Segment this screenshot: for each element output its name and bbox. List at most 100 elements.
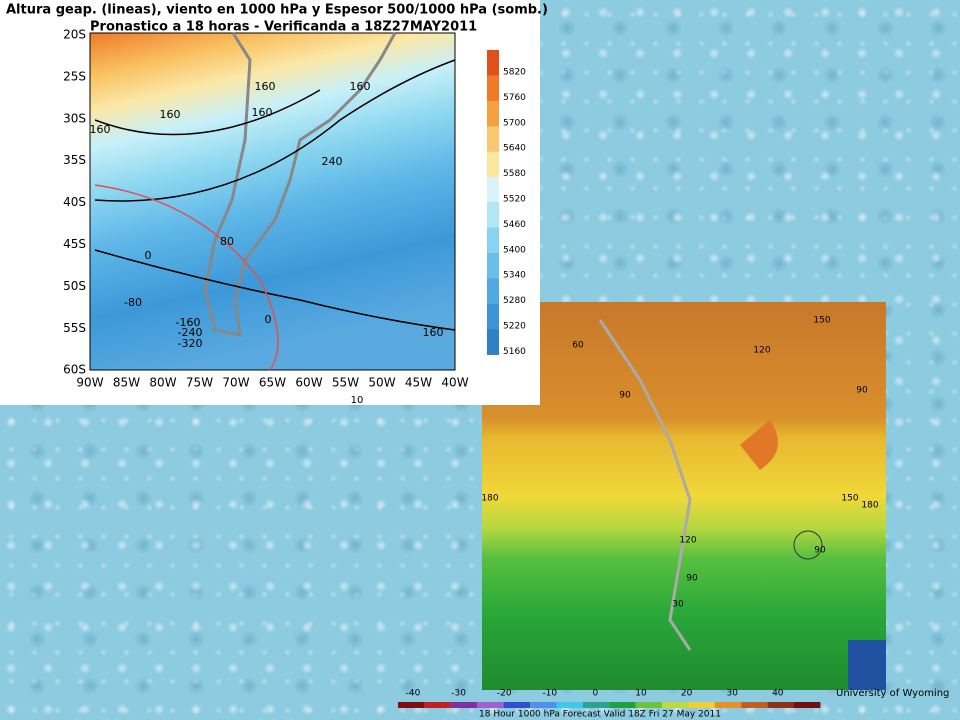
colorbar-label: -20	[497, 689, 512, 699]
colorbar-label: 5520	[503, 195, 526, 205]
colorbar-swatch	[487, 151, 499, 177]
contour-label: 90	[814, 546, 826, 556]
colorbar-label: 5820	[503, 68, 526, 78]
wind-scale: 10	[351, 395, 364, 406]
contour-label: 160	[160, 108, 181, 121]
colorbar-swatch	[487, 50, 499, 76]
colorbar-swatch	[487, 227, 499, 254]
lon-label: 50W	[368, 376, 395, 390]
contour-red	[94, 184, 279, 371]
colorbar-label: 10	[635, 689, 647, 699]
caption: 18 Hour 1000 hPa Forecast Valid 18Z Fri …	[479, 710, 721, 720]
colorbar-swatch	[635, 702, 662, 708]
colorbar-label: 0	[593, 689, 599, 699]
colorbar-swatch	[767, 702, 794, 708]
colorbar-swatch	[714, 702, 742, 708]
colorbar-label: -30	[451, 689, 466, 699]
contour-label: 180	[481, 494, 498, 504]
lon-label: 80W	[149, 376, 176, 390]
contour-label: 160	[252, 106, 273, 119]
map1-title: Pronastico a 18 horas - Verificanda a 18…	[90, 20, 477, 35]
colorbar-label: 5340	[503, 271, 526, 281]
map1-title: Altura geap. (lineas), viento en 1000 hP…	[6, 3, 548, 18]
lat-label: 20S	[63, 28, 86, 42]
contour-label: 160	[255, 80, 276, 93]
contour-label: 80	[220, 235, 234, 248]
colorbar-label: 5280	[503, 296, 526, 306]
credit: University of Wyoming	[836, 688, 949, 699]
lat-label: 45S	[63, 237, 86, 251]
contour-label: 90	[856, 386, 868, 396]
map2-cold-area	[848, 640, 886, 690]
lon-label: 65W	[259, 376, 286, 390]
colorbar-swatch	[477, 702, 504, 708]
lon-label: 55W	[332, 376, 359, 390]
lat-label: 30S	[63, 111, 86, 125]
colorbar-swatch	[503, 702, 530, 708]
colorbar-swatch	[582, 702, 610, 708]
lat-label: 55S	[63, 321, 86, 335]
colorbar-swatch	[487, 100, 499, 127]
map2-panel: University of Wyoming 18 Hour 1000 hPa F…	[479, 302, 949, 720]
lon-label: 75W	[186, 376, 213, 390]
contour-label: 30	[672, 600, 684, 610]
colorbar-swatch	[487, 278, 499, 304]
colorbar-swatch	[609, 702, 636, 708]
colorbar-swatch	[398, 702, 425, 708]
contour-label: 150	[813, 316, 830, 326]
lon-label: 70W	[222, 376, 249, 390]
colorbar-swatch	[487, 202, 499, 228]
colorbar-label: 5760	[503, 93, 526, 103]
contour-label: 60	[572, 341, 584, 351]
map2-warm-area	[740, 420, 778, 470]
contour-label: 160	[90, 123, 111, 136]
contour-label: 180	[861, 501, 878, 511]
map2-low	[793, 530, 823, 560]
lat-label: 40S	[63, 195, 86, 209]
contour-label: 0	[145, 249, 152, 262]
colorbar-swatch	[487, 253, 499, 279]
colorbar-label: 5220	[503, 322, 526, 332]
contour-label: 150	[841, 494, 858, 504]
colorbar-label: 5640	[503, 144, 526, 154]
lon-label: 40W	[441, 376, 468, 390]
map2-coastline	[598, 319, 692, 651]
map1-plot	[89, 32, 456, 371]
contours	[94, 59, 456, 331]
colorbar-swatch	[487, 126, 499, 152]
colorbar-swatch	[662, 702, 689, 708]
colorbar-swatch	[556, 702, 583, 708]
lat-label: 35S	[63, 153, 86, 167]
colorbar-swatch	[487, 177, 499, 203]
colorbar-swatch	[487, 75, 499, 101]
contour-label: 90	[619, 391, 631, 401]
lat-label: 25S	[63, 69, 86, 83]
lon-label: 60W	[295, 376, 322, 390]
colorbar-label: -10	[542, 689, 557, 699]
colorbar-swatch	[487, 304, 499, 330]
colorbar-swatch	[741, 702, 768, 708]
contour-label: -80	[124, 296, 142, 309]
colorbar-label: 5400	[503, 245, 526, 255]
contour-label: 240	[322, 155, 343, 168]
contour-label: 120	[753, 346, 770, 356]
contour-label: -240	[178, 326, 203, 339]
colorbar-label: 20	[681, 689, 693, 699]
contour-label: -160	[176, 316, 201, 329]
colorbar-swatch	[487, 329, 499, 355]
colorbar-swatch	[450, 702, 478, 708]
colorbar-swatch	[424, 702, 451, 708]
colorbar-swatch	[530, 702, 557, 708]
lat-label: 50S	[63, 279, 86, 293]
map2-plot	[482, 302, 886, 690]
lon-label: 90W	[76, 376, 103, 390]
lat-label: 60S	[63, 363, 86, 377]
colorbar-swatch	[794, 702, 821, 708]
colorbar-label: -40	[406, 689, 421, 699]
contour-label: 90	[686, 574, 698, 584]
dynamic: Altura geap. (lineas), viento en 1000 hP…	[6, 3, 879, 708]
colorbar-label: 5160	[503, 347, 526, 357]
contour-label: 0	[265, 313, 272, 326]
lon-label: 85W	[113, 376, 140, 390]
